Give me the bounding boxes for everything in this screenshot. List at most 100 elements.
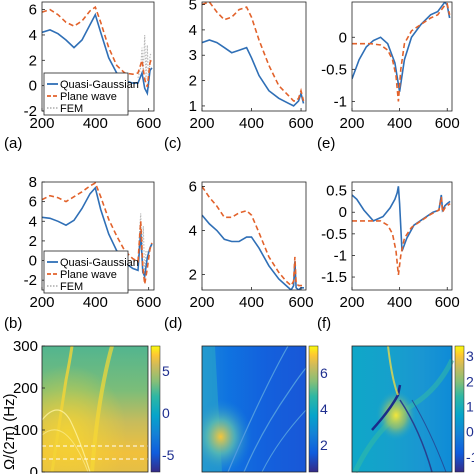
colorbar-tick-label: 0 (466, 424, 474, 440)
heatmap-curve (411, 399, 447, 473)
x-tick-label: 200 (339, 294, 364, 311)
heatmap-curve (399, 399, 433, 473)
y-tick-label: -2 (24, 103, 37, 120)
colorbar-tick-label: 2 (466, 373, 474, 389)
x-tick-label: 400 (387, 294, 412, 311)
heatmap-hotspot (352, 346, 452, 472)
panel-label-c: (c) (164, 135, 182, 152)
series-line-quasi-gaussian (202, 214, 304, 290)
chart-panel-b: 200 400 600 -2 0 2 4 6 8 (24, 174, 162, 311)
x-tick-label: 600 (289, 115, 314, 132)
series-line-plane-wave (202, 2, 305, 102)
series-line-quasi-gaussian (42, 12, 153, 97)
series-line-plane-wave (352, 196, 451, 275)
heatmap-panel-h (201, 345, 307, 473)
heatmap-curve (243, 367, 307, 473)
axes-box (201, 345, 307, 473)
y-tick-label: 0 (29, 78, 37, 95)
y-tick-label: 8 (29, 174, 37, 191)
axes-box (351, 345, 453, 473)
y-tick-label: 0 (29, 253, 37, 270)
y-axis-heatmap-g: 0 100 200 300 (13, 338, 45, 474)
chart-panel-e: 200 400 600 -1 -0.5 0 (321, 1, 460, 132)
chart-panel-f: 200 400 600 -1.5 -1 -0.5 0 0.5 (321, 181, 460, 311)
y-tick-label: 0 (339, 204, 347, 221)
y-axis-label: Ω/(2π) (Hz) (1, 393, 18, 470)
heatmap-ridge (90, 345, 114, 473)
heatmap-ridge (50, 345, 74, 473)
panel-label-b: (b) (4, 315, 22, 332)
heatmap-panel-g (41, 345, 149, 473)
series-line-quasi-gaussian (202, 39, 305, 107)
y-tick-label: 6 (189, 178, 197, 195)
colorbar-tick-label: -5 (162, 447, 175, 463)
y-tick-label: 5 (189, 0, 197, 14)
legend-label-fem: FEM (60, 103, 83, 115)
panel-label-d: (d) (164, 315, 182, 332)
chart-panel-a: 200 400 600 -2 0 2 4 6 (24, 1, 161, 132)
heatmap-curve (41, 429, 89, 473)
x-tick-label: 600 (289, 294, 314, 311)
heatmap-curve (261, 409, 307, 473)
x-tick-label: 400 (387, 115, 412, 132)
colorbar-tick-label: 4 (320, 401, 328, 417)
colorbar-tick-label: 2 (320, 437, 328, 453)
y-tick-label: -1 (334, 93, 347, 110)
heatmap-valley (371, 384, 402, 431)
y-tick-label: 0.5 (326, 183, 347, 200)
x-tick-label: 400 (83, 294, 108, 311)
x-tick-label: 400 (239, 294, 264, 311)
y-tick-label: 6 (29, 194, 37, 211)
panel-label-e: (e) (317, 135, 335, 152)
colorbar-tick-label: -1 (466, 449, 474, 465)
legend-label-plane: Plane wave (60, 91, 117, 103)
colorbar-tick-label: 1 (466, 398, 474, 414)
x-tick-label: 600 (435, 115, 460, 132)
y-tick-label: -2 (24, 272, 37, 289)
colorbar-i (454, 345, 465, 473)
series-line-quasi-gaussian (352, 2, 451, 92)
series-line-quasi-gaussian (42, 186, 153, 280)
y-tick-label: 4 (189, 222, 197, 239)
colorbar-tick-label: 0 (162, 405, 170, 421)
colorbar-tick-label: 6 (320, 365, 328, 381)
x-tick-label: 600 (435, 294, 460, 311)
axes-box (351, 181, 453, 291)
series-line-plane-wave (352, 2, 451, 102)
heatmap-ridge (387, 345, 399, 396)
x-tick-label: 200 (189, 115, 214, 132)
panel-label-a: (a) (4, 135, 22, 152)
axes-box (351, 1, 453, 112)
heatmap-curve (227, 345, 289, 473)
y-tick-label: 2 (29, 233, 37, 250)
x-tick-label: 400 (239, 115, 264, 132)
legend-label-quasi: Quasi-Gaussian (60, 79, 139, 91)
heatmap-hotspot (202, 346, 306, 472)
colorbar-ticks-h: 6 4 2 (320, 365, 328, 453)
legend-label-plane: Plane wave (60, 269, 117, 281)
x-tick-label: 400 (83, 115, 108, 132)
y-tick-label: 4 (189, 22, 197, 39)
colorbar-tick-label: 3 (466, 348, 474, 364)
legend-panel-b: Quasi-Gaussian Plane wave FEM (43, 250, 139, 294)
chart-panel-d: 200 400 600 2 4 6 (189, 178, 314, 311)
y-tick-label: 1 (189, 98, 197, 115)
heatmap-panel-i (351, 345, 455, 474)
heatmap-curve (41, 409, 91, 473)
axes-box (201, 1, 307, 112)
colorbar-ticks-i: 3 2 1 0 -1 (466, 348, 474, 465)
y-tick-label: 200 (13, 380, 38, 397)
y-tick-label: -0.5 (321, 226, 347, 243)
series-line-plane-wave (42, 5, 153, 88)
colorbar-g (150, 345, 161, 473)
y-tick-label: 100 (13, 422, 38, 439)
x-tick-label: 600 (136, 115, 161, 132)
axes-box (201, 181, 307, 291)
x-tick-label: 200 (29, 294, 54, 311)
series-line-quasi-gaussian (352, 186, 451, 252)
y-tick-label: -1 (334, 247, 347, 264)
y-tick-label: 6 (29, 2, 37, 19)
colorbar-ticks-g: 5 0 -5 (162, 363, 175, 463)
x-tick-label: 600 (136, 294, 161, 311)
